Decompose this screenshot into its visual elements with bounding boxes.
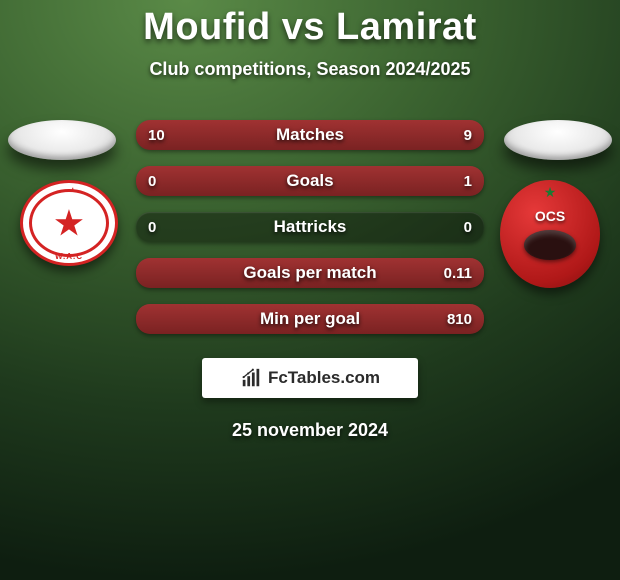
stat-value-right: 0	[464, 219, 472, 236]
stat-row: 0 Hattricks 0	[136, 212, 484, 242]
stat-value-right: 1	[464, 173, 472, 190]
stat-value-left: 0	[148, 219, 156, 236]
chart-icon	[240, 367, 262, 389]
stat-label: Goals per match	[243, 263, 376, 283]
stat-label: Min per goal	[260, 309, 360, 329]
stats-container: 10Matches90Goals10Hattricks0Goals per ma…	[0, 120, 620, 334]
stat-value-right: 9	[464, 127, 472, 144]
stat-row: 10 Matches 9	[136, 120, 484, 150]
page-title: Moufid vs Lamirat	[0, 6, 620, 49]
stat-value-left: 10	[148, 127, 165, 144]
subtitle: Club competitions, Season 2024/2025	[0, 59, 620, 80]
stat-fill-left	[136, 120, 206, 150]
stat-label: Matches	[276, 125, 344, 145]
stat-fill-right	[206, 120, 484, 150]
stat-row: Min per goal 810	[136, 304, 484, 334]
content-wrapper: Moufid vs Lamirat Club competitions, Sea…	[0, 0, 620, 441]
stat-value-right: 810	[447, 311, 472, 328]
stat-value-right: 0.11	[444, 265, 472, 282]
stat-value-left: 0	[148, 173, 156, 190]
stat-label: Goals	[286, 171, 333, 191]
stat-label: Hattricks	[274, 217, 347, 237]
stat-row: Goals per match 0.11	[136, 258, 484, 288]
date-text: 25 november 2024	[0, 420, 620, 441]
stat-row: 0 Goals 1	[136, 166, 484, 196]
branding-text: FcTables.com	[268, 368, 380, 388]
branding-badge[interactable]: FcTables.com	[202, 358, 418, 398]
